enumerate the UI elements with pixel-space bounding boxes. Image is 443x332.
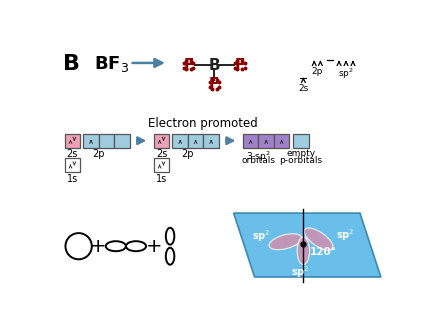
Text: 2s: 2s — [298, 84, 308, 93]
Text: sp$^2$: sp$^2$ — [253, 228, 271, 244]
Text: B: B — [63, 54, 80, 74]
Text: sp$^2$: sp$^2$ — [291, 264, 310, 280]
Text: 3-sp$^2$: 3-sp$^2$ — [246, 149, 271, 164]
Text: p-orbitals: p-orbitals — [280, 156, 323, 165]
Text: orbitals: orbitals — [241, 156, 276, 165]
Bar — [172, 134, 188, 148]
Bar — [99, 134, 114, 148]
Text: 2s: 2s — [67, 149, 78, 159]
Bar — [293, 134, 309, 148]
Text: BF$_3$: BF$_3$ — [94, 54, 129, 74]
Bar — [114, 134, 130, 148]
Text: sp$^2$: sp$^2$ — [336, 227, 354, 243]
Ellipse shape — [304, 228, 333, 250]
Bar — [274, 134, 289, 148]
Text: 1s: 1s — [156, 174, 167, 184]
Text: 120°: 120° — [310, 247, 336, 257]
Text: F: F — [209, 77, 219, 92]
Bar — [83, 134, 99, 148]
Bar — [154, 158, 169, 172]
Bar — [203, 134, 219, 148]
Text: 1s: 1s — [67, 174, 78, 184]
Bar — [258, 134, 274, 148]
Text: 2p: 2p — [182, 149, 194, 159]
Bar — [65, 158, 80, 172]
Text: 2p: 2p — [311, 67, 323, 76]
Text: sp$^2$: sp$^2$ — [338, 67, 354, 81]
Ellipse shape — [269, 234, 302, 250]
Text: Electron promoted: Electron promoted — [148, 117, 257, 130]
Text: 2s: 2s — [156, 149, 167, 159]
Polygon shape — [233, 213, 381, 277]
Bar — [154, 134, 169, 148]
Bar — [243, 134, 258, 148]
Text: F: F — [183, 58, 194, 73]
Text: B: B — [209, 58, 220, 73]
Text: +: + — [90, 237, 106, 256]
Text: 2p: 2p — [93, 149, 105, 159]
Bar — [188, 134, 203, 148]
Text: empty: empty — [287, 149, 315, 158]
Text: +: + — [146, 237, 163, 256]
Text: F: F — [235, 58, 245, 73]
Ellipse shape — [297, 237, 310, 265]
Bar — [65, 134, 80, 148]
